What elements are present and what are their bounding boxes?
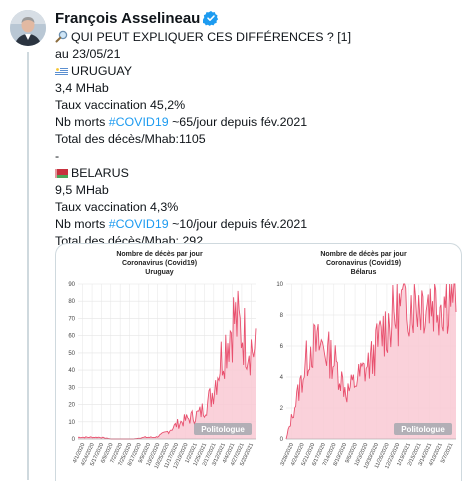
chart-uruguay[interactable]: Nombre de décès par jour Coronavirus (Cov… — [56, 244, 263, 481]
author-row: François Asselineau — [55, 8, 460, 28]
series-line — [77, 290, 257, 440]
y-tick-label: 0 — [72, 437, 76, 443]
y-tick-label: 40 — [68, 368, 75, 374]
series-line — [285, 283, 457, 440]
chart-title: Nombre de décès par jour — [116, 251, 203, 258]
y-tick-label: 10 — [276, 282, 283, 288]
line-text: QUI PEUT EXPLIQUER CES DIFFÉRENCES ? [1] — [71, 30, 352, 44]
tweet-line: Taux vaccination 4,3% — [55, 199, 460, 216]
y-tick-label: 2 — [280, 406, 284, 412]
tweet-line: URUGUAY — [55, 63, 460, 80]
y-tick-label: 10 — [68, 420, 75, 426]
line-text: Taux vaccination 4,3% — [55, 200, 179, 214]
line-text: Taux vaccination 45,2% — [55, 98, 186, 112]
watermark-text: Politologue — [201, 425, 245, 434]
line-text: Total des décès/Mhab:1105 — [55, 132, 206, 146]
line-text: - — [55, 149, 60, 163]
line-text: URUGUAY — [71, 64, 133, 78]
line-text: Nb morts — [55, 217, 109, 231]
y-tick-label: 30 — [68, 385, 75, 391]
thread-line — [27, 52, 29, 480]
y-tick-label: 60 — [68, 334, 75, 340]
line-text: Nb morts — [55, 115, 109, 129]
magnifier-icon — [55, 30, 71, 44]
avatar[interactable] — [10, 10, 46, 46]
y-tick-label: 4 — [280, 375, 284, 381]
line-text: ~65/jour depuis fév.2021 — [168, 115, 308, 129]
watermark-bg — [194, 423, 252, 435]
line-text: ~10/jour depuis fév.2021 — [168, 217, 308, 231]
verified-badge-icon — [203, 11, 219, 26]
y-tick-label: 6 — [280, 344, 284, 350]
media-divider — [263, 244, 266, 481]
y-tick-label: 0 — [280, 437, 284, 443]
tweet-line: Total des décès/Mhab:1105 — [55, 131, 460, 148]
tweet-line: BELARUS — [55, 165, 460, 182]
line-text: 3,4 MHab — [55, 81, 109, 95]
tweet-line: QUI PEUT EXPLIQUER CES DIFFÉRENCES ? [1] — [55, 29, 460, 46]
tweet-line: Nb morts #COVID19 ~10/jour depuis fév.20… — [55, 216, 460, 233]
y-tick-label: 8 — [280, 313, 284, 319]
chart-belarus-svg: Nombre de décès par jour Coronavirus (Cov… — [276, 251, 457, 470]
y-tick-label: 80 — [68, 299, 75, 305]
tweet-line: Nb morts #COVID19 ~65/jour depuis fév.20… — [55, 114, 460, 131]
y-tick-label: 70 — [68, 316, 75, 322]
chart-country: Uruguay — [145, 269, 174, 276]
chart-title: Nombre de décès par jour — [320, 251, 407, 258]
tweet-text: QUI PEUT EXPLIQUER CES DIFFÉRENCES ? [1]… — [55, 29, 460, 250]
chart-subtitle: Coronavirus (Covid19) — [326, 260, 401, 267]
flag-belarus-icon — [55, 166, 71, 180]
tweet-line: 3,4 MHab — [55, 80, 460, 97]
author-name[interactable]: François Asselineau — [55, 9, 201, 27]
y-tick-label: 20 — [68, 403, 75, 409]
chart-country: Bélarus — [351, 269, 377, 276]
watermark-text: Politologue — [401, 425, 445, 434]
flag-uruguay-icon — [55, 64, 71, 78]
tweet-content: François Asselineau QUI PEUT EXPLIQUER C… — [55, 8, 460, 250]
tweet-line: - — [55, 148, 460, 165]
hashtag-link[interactable]: #COVID19 — [108, 115, 169, 129]
line-text: BELARUS — [71, 166, 129, 180]
line-text: 9,5 MHab — [55, 183, 109, 197]
tweet-line: au 23/05/21 — [55, 46, 460, 63]
chart-belarus[interactable]: Nombre de décès par jour Coronavirus (Cov… — [266, 244, 461, 481]
watermark-bg — [394, 423, 452, 435]
chart-uruguay-svg: Nombre de décès par jour Coronavirus (Cov… — [68, 251, 257, 470]
y-tick-label: 90 — [68, 282, 75, 288]
y-tick-label: 50 — [68, 351, 75, 357]
chart-subtitle: Coronavirus (Covid19) — [122, 260, 197, 267]
tweet-line: 9,5 MHab — [55, 182, 460, 199]
tweet-media[interactable]: Nombre de décès par jour Coronavirus (Cov… — [55, 243, 462, 481]
tweet-line: Taux vaccination 45,2% — [55, 97, 460, 114]
line-text: au 23/05/21 — [55, 47, 121, 61]
hashtag-link[interactable]: #COVID19 — [108, 217, 169, 231]
